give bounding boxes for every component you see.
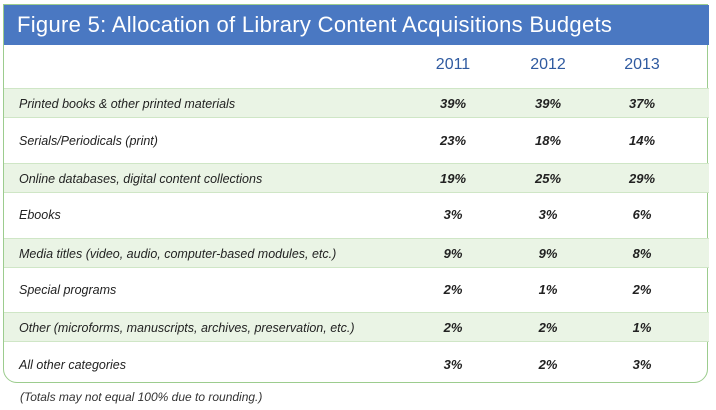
cell-2013: 37% <box>628 96 656 111</box>
row-label: All other categories <box>19 358 127 372</box>
cell-2013: 2% <box>632 282 652 297</box>
table-row: Serials/Periodicals (print) 23% 18% 14% <box>4 126 709 156</box>
row-label: Ebooks <box>19 208 61 222</box>
column-header-2011: 2011 <box>435 56 471 73</box>
cell-2011: 2% <box>443 320 463 335</box>
cell-2011: 19% <box>439 171 467 186</box>
cell-2011: 3% <box>443 207 463 222</box>
table-row: All other categories 3% 2% 3% <box>4 350 709 380</box>
cell-2013: 29% <box>628 171 656 186</box>
table-row: Special programs 2% 1% 2% <box>4 275 709 305</box>
cell-2011: 23% <box>439 133 467 148</box>
row-label: Online databases, digital content collec… <box>19 172 263 186</box>
cell-2011: 3% <box>443 357 463 372</box>
figure-panel: Figure 5: Allocation of Library Content … <box>3 4 709 383</box>
row-label: Special programs <box>19 283 117 297</box>
table-row: Media titles (video, audio, computer-bas… <box>4 238 709 268</box>
cell-2012: 1% <box>538 282 558 297</box>
cell-2013: 6% <box>632 207 652 222</box>
cell-2012: 2% <box>538 320 558 335</box>
table-row: Ebooks 3% 3% 6% <box>4 200 709 230</box>
cell-2011: 39% <box>439 96 467 111</box>
row-label: Serials/Periodicals (print) <box>19 134 158 148</box>
footnote: (Totals may not equal 100% due to roundi… <box>20 390 263 404</box>
table-row: Other (microforms, manuscripts, archives… <box>4 312 709 342</box>
cell-2012: 25% <box>534 171 562 186</box>
cell-2012: 3% <box>538 207 558 222</box>
cell-2013: 8% <box>632 246 652 261</box>
cell-2013: 14% <box>628 133 656 148</box>
table-row: Printed books & other printed materials … <box>4 88 709 118</box>
cell-2012: 39% <box>534 96 562 111</box>
column-header-2013: 2013 <box>624 56 660 73</box>
cell-2013: 1% <box>632 320 652 335</box>
table-row: Online databases, digital content collec… <box>4 163 709 193</box>
row-label: Other (microforms, manuscripts, archives… <box>19 321 355 335</box>
cell-2011: 9% <box>443 246 463 261</box>
cell-2013: 3% <box>632 357 652 372</box>
row-label: Media titles (video, audio, computer-bas… <box>19 247 337 261</box>
column-header-2012: 2012 <box>530 56 566 73</box>
cell-2011: 2% <box>443 282 463 297</box>
cell-2012: 9% <box>538 246 558 261</box>
figure-title: Figure 5: Allocation of Library Content … <box>4 5 709 45</box>
cell-2012: 18% <box>534 133 562 148</box>
row-label: Printed books & other printed materials <box>19 97 236 111</box>
cell-2012: 2% <box>538 357 558 372</box>
